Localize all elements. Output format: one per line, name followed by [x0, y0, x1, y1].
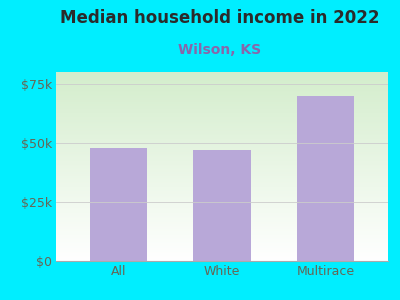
Bar: [90, 148, 147, 261]
Text: Wilson, KS: Wilson, KS: [178, 44, 262, 58]
Text: Median household income in 2022: Median household income in 2022: [60, 9, 380, 27]
Bar: [297, 96, 354, 261]
Bar: [194, 150, 250, 261]
